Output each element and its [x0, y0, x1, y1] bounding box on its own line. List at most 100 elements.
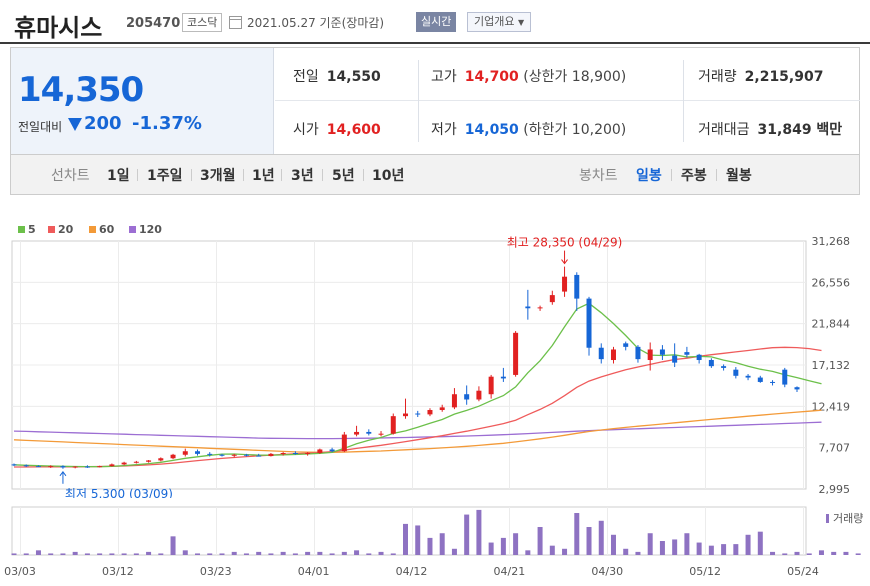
volume-bar	[415, 525, 421, 555]
candle-body	[757, 377, 763, 382]
change-percent: -1.37%	[132, 113, 202, 134]
volume-bar	[354, 550, 360, 555]
volume-bar	[647, 533, 653, 555]
legend-label: 120	[139, 223, 162, 236]
candle-body	[427, 410, 433, 415]
volume-bar	[745, 534, 751, 555]
tab-10-years[interactable]: 10년	[372, 168, 405, 184]
volume-bar	[280, 551, 286, 555]
candle-body	[647, 349, 653, 361]
candle-body	[146, 460, 152, 462]
upper-limit: (상한가 18,900)	[523, 69, 627, 85]
quote-date: 2021.05.27 기준(장마감)	[247, 16, 385, 30]
candle-body	[268, 453, 274, 457]
quote-divider	[275, 100, 860, 101]
volume-bar	[451, 548, 457, 555]
volume-bar	[378, 551, 384, 555]
candle-body	[48, 466, 54, 468]
volume-bar	[427, 537, 433, 555]
legend-ma120: 120	[129, 223, 162, 236]
volume-bar	[537, 527, 543, 555]
tab-1-year[interactable]: 1년	[252, 168, 275, 184]
candle-body	[219, 454, 225, 456]
high-label: 고가	[431, 69, 457, 85]
open-price: 시가 14,600	[293, 119, 381, 139]
volume-bar	[97, 553, 103, 555]
company-info-button[interactable]: 기업개요 ▼	[467, 12, 532, 32]
realtime-button[interactable]: 실시간	[416, 12, 457, 32]
volume-bar	[586, 527, 592, 555]
tab-monthly-candle[interactable]: 월봉	[726, 168, 752, 184]
volume-bar	[439, 533, 445, 555]
candle-body	[280, 452, 286, 454]
volume-bar	[843, 551, 849, 555]
volume-legend: 거래량	[826, 510, 863, 526]
tab-weekly-candle[interactable]: 주봉	[681, 168, 707, 184]
x-tick-label: 04/12	[396, 565, 428, 578]
open-label: 시가	[293, 122, 319, 138]
min-arrow-head	[59, 470, 67, 477]
candle-body	[488, 376, 494, 395]
y-tick-label: 26,556	[812, 276, 851, 289]
volume: 거래량 2,215,907	[698, 66, 823, 86]
volume-bar	[35, 550, 41, 555]
volume-bar	[757, 531, 763, 555]
candle-body	[341, 434, 347, 452]
candle-body	[623, 343, 629, 347]
y-tick-label: 31,268	[812, 235, 851, 248]
tab-3-months[interactable]: 3개월	[200, 168, 236, 184]
price-chart[interactable]: 31,268 26,556 21,844 17,132 12,419 7,707 2,995…	[0, 230, 870, 498]
x-tick-label: 04/21	[494, 565, 526, 578]
candle-body	[586, 298, 592, 348]
candle-body	[733, 369, 739, 376]
volume-bar	[562, 548, 568, 555]
candle-body	[635, 346, 641, 360]
x-tick-label: 05/24	[787, 565, 819, 578]
candle-body	[451, 394, 457, 408]
volume-bar	[121, 553, 127, 555]
candle-body	[782, 369, 788, 385]
change-label: 전일대비	[18, 120, 63, 134]
volume-bar	[476, 509, 482, 555]
candle-body	[696, 354, 702, 361]
candle-body	[562, 276, 568, 292]
tab-3-years[interactable]: 3년	[291, 168, 314, 184]
quote-box: 14,350 전일대비 200 -1.37% 전일 14,550 고가 14,700…	[10, 47, 860, 155]
tab-1-day[interactable]: 1일	[107, 168, 130, 184]
volume-bar	[525, 550, 531, 555]
volume-bar	[11, 553, 17, 555]
tab-1-week[interactable]: 1주일	[147, 168, 183, 184]
candle-body	[439, 407, 445, 411]
candle-body	[415, 413, 421, 415]
volume-bar	[109, 553, 115, 555]
legend-ma5: 5	[18, 223, 36, 236]
candle-body	[256, 455, 262, 457]
x-tick-label: 03/12	[102, 565, 134, 578]
candle-body	[84, 466, 90, 468]
tab-daily-candle[interactable]: 일봉	[636, 168, 662, 184]
down-arrow-icon	[68, 118, 82, 131]
volume-bar	[366, 553, 372, 555]
candle-body	[11, 464, 17, 466]
legend-swatch	[18, 226, 25, 233]
volume-bar	[231, 551, 237, 555]
candle-body	[366, 431, 372, 434]
tab-separator	[671, 169, 672, 181]
volume-bar	[182, 550, 188, 555]
company-info-label: 기업개요	[474, 15, 515, 28]
tab-5-years[interactable]: 5년	[332, 168, 355, 184]
volume-bar	[623, 548, 629, 555]
volume-bar	[170, 536, 176, 555]
candle-body	[378, 433, 384, 435]
price-panel: 14,350 전일대비 200 -1.37%	[11, 48, 274, 154]
title-bar: 휴마시스 205470 코스닥 2021.05.27 기준(장마감) 실시간 기…	[0, 0, 870, 44]
volume-bar	[256, 551, 262, 555]
volume-bar	[598, 520, 604, 555]
candle-body	[745, 375, 751, 378]
legend-swatch	[48, 226, 55, 233]
candle-body	[329, 449, 335, 452]
candle-body	[354, 431, 360, 435]
volume-bar	[23, 553, 29, 555]
ma60-line	[13, 409, 822, 454]
volume-bar	[60, 553, 66, 555]
